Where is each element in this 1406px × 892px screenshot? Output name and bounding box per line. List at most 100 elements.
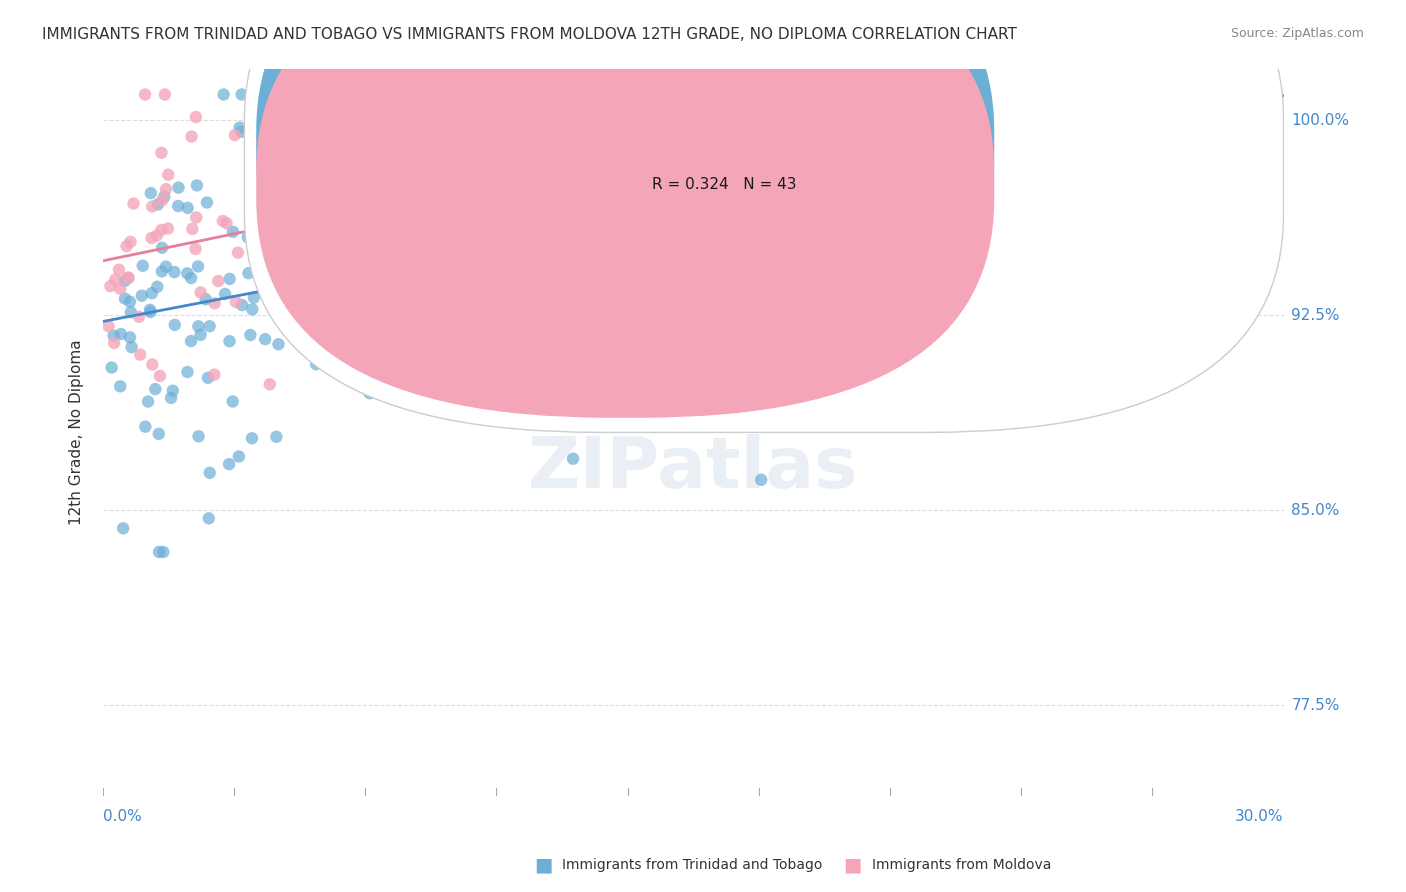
Text: R = 0.107   N = 115: R = 0.107 N = 115 — [652, 137, 806, 153]
Text: Source: ZipAtlas.com: Source: ZipAtlas.com — [1230, 27, 1364, 40]
Immigrants from Trinidad and Tobago — [236, 230, 259, 244]
Immigrants from Trinidad and Tobago — [374, 268, 396, 282]
Immigrants from Trinidad and Tobago — [167, 180, 190, 194]
Immigrants from Moldova — [202, 368, 225, 382]
Immigrants from Moldova — [259, 377, 281, 392]
Immigrants from Trinidad and Tobago — [197, 371, 219, 385]
Immigrants from Trinidad and Tobago — [222, 394, 245, 409]
Immigrants from Trinidad and Tobago — [198, 466, 221, 480]
Immigrants from Moldova — [120, 235, 142, 249]
Immigrants from Trinidad and Tobago — [267, 310, 290, 325]
Immigrants from Trinidad and Tobago — [271, 140, 294, 154]
Immigrants from Moldova — [115, 239, 138, 253]
Immigrants from Trinidad and Tobago — [131, 288, 153, 302]
Immigrants from Moldova — [141, 231, 163, 245]
Immigrants from Trinidad and Tobago — [100, 360, 122, 375]
Immigrants from Trinidad and Tobago — [163, 265, 186, 279]
Immigrants from Trinidad and Tobago — [148, 426, 170, 441]
Immigrants from Trinidad and Tobago — [231, 125, 253, 139]
Immigrants from Moldova — [204, 296, 226, 310]
Immigrants from Moldova — [97, 319, 120, 334]
Text: 77.5%: 77.5% — [1292, 698, 1340, 713]
Immigrants from Trinidad and Tobago — [103, 328, 125, 343]
FancyBboxPatch shape — [256, 0, 994, 378]
Text: Immigrants from Trinidad and Tobago: Immigrants from Trinidad and Tobago — [562, 858, 823, 872]
Immigrants from Moldova — [190, 285, 212, 300]
Immigrants from Trinidad and Tobago — [263, 273, 285, 287]
Immigrants from Moldova — [343, 244, 366, 259]
Immigrants from Trinidad and Tobago — [155, 260, 177, 274]
Text: 92.5%: 92.5% — [1292, 308, 1340, 323]
Immigrants from Trinidad and Tobago — [426, 272, 449, 286]
Immigrants from Moldova — [180, 129, 202, 144]
Immigrants from Trinidad and Tobago — [595, 320, 617, 334]
Immigrants from Trinidad and Tobago — [273, 309, 295, 323]
Immigrants from Trinidad and Tobago — [228, 450, 250, 464]
Text: ■: ■ — [844, 855, 862, 875]
Immigrants from Trinidad and Tobago — [195, 195, 218, 210]
Immigrants from Moldova — [150, 145, 173, 160]
Immigrants from Moldova — [146, 228, 169, 243]
Immigrants from Trinidad and Tobago — [110, 379, 132, 393]
FancyBboxPatch shape — [256, 0, 994, 417]
Immigrants from Trinidad and Tobago — [187, 429, 209, 443]
Immigrants from Trinidad and Tobago — [146, 279, 169, 293]
Immigrants from Moldova — [150, 223, 173, 237]
Immigrants from Trinidad and Tobago — [240, 431, 263, 445]
Immigrants from Moldova — [141, 200, 163, 214]
Immigrants from Trinidad and Tobago — [305, 357, 328, 371]
Immigrants from Trinidad and Tobago — [297, 313, 319, 327]
Immigrants from Trinidad and Tobago — [212, 87, 235, 102]
Immigrants from Trinidad and Tobago — [605, 105, 627, 120]
FancyBboxPatch shape — [245, 0, 1284, 433]
Immigrants from Moldova — [184, 242, 207, 256]
Immigrants from Moldova — [215, 216, 238, 230]
Immigrants from Trinidad and Tobago — [415, 107, 437, 121]
Immigrants from Trinidad and Tobago — [143, 382, 166, 396]
Immigrants from Trinidad and Tobago — [150, 241, 173, 255]
Immigrants from Moldova — [122, 196, 145, 211]
Immigrants from Trinidad and Tobago — [291, 159, 314, 173]
Immigrants from Trinidad and Tobago — [114, 274, 136, 288]
Immigrants from Trinidad and Tobago — [562, 451, 585, 466]
Immigrants from Trinidad and Tobago — [404, 235, 426, 250]
Immigrants from Trinidad and Tobago — [132, 259, 155, 273]
Text: 85.0%: 85.0% — [1292, 503, 1340, 518]
Immigrants from Trinidad and Tobago — [384, 376, 406, 390]
Immigrants from Trinidad and Tobago — [218, 457, 240, 471]
Immigrants from Trinidad and Tobago — [492, 122, 515, 136]
Immigrants from Trinidad and Tobago — [239, 328, 262, 343]
Immigrants from Trinidad and Tobago — [267, 337, 290, 351]
Immigrants from Moldova — [129, 348, 152, 362]
Immigrants from Trinidad and Tobago — [260, 181, 283, 195]
Immigrants from Trinidad and Tobago — [347, 337, 370, 351]
Immigrants from Trinidad and Tobago — [652, 87, 675, 102]
Immigrants from Trinidad and Tobago — [256, 194, 278, 208]
Immigrants from Moldova — [278, 93, 301, 107]
Immigrants from Trinidad and Tobago — [190, 327, 212, 342]
Immigrants from Trinidad and Tobago — [228, 120, 250, 135]
Immigrants from Moldova — [224, 128, 246, 142]
Immigrants from Trinidad and Tobago — [253, 166, 276, 180]
Immigrants from Trinidad and Tobago — [412, 335, 434, 350]
Immigrants from Trinidad and Tobago — [287, 174, 309, 188]
Immigrants from Trinidad and Tobago — [118, 330, 141, 344]
Immigrants from Trinidad and Tobago — [176, 266, 198, 280]
Immigrants from Trinidad and Tobago — [112, 521, 135, 535]
Immigrants from Trinidad and Tobago — [176, 201, 198, 215]
Immigrants from Trinidad and Tobago — [167, 199, 190, 213]
Immigrants from Trinidad and Tobago — [162, 384, 184, 398]
Text: 100.0%: 100.0% — [1292, 113, 1350, 128]
Immigrants from Trinidad and Tobago — [146, 197, 169, 211]
Immigrants from Moldova — [108, 262, 131, 277]
Immigrants from Moldova — [117, 271, 139, 285]
Immigrants from Trinidad and Tobago — [134, 419, 156, 434]
Immigrants from Moldova — [157, 168, 180, 182]
Immigrants from Trinidad and Tobago — [352, 176, 374, 190]
Immigrants from Trinidad and Tobago — [231, 87, 253, 102]
Immigrants from Trinidad and Tobago — [180, 334, 202, 348]
Text: 12th Grade, No Diploma: 12th Grade, No Diploma — [69, 340, 84, 525]
Immigrants from Trinidad and Tobago — [110, 326, 132, 341]
Immigrants from Trinidad and Tobago — [264, 156, 287, 170]
Immigrants from Trinidad and Tobago — [152, 545, 174, 559]
